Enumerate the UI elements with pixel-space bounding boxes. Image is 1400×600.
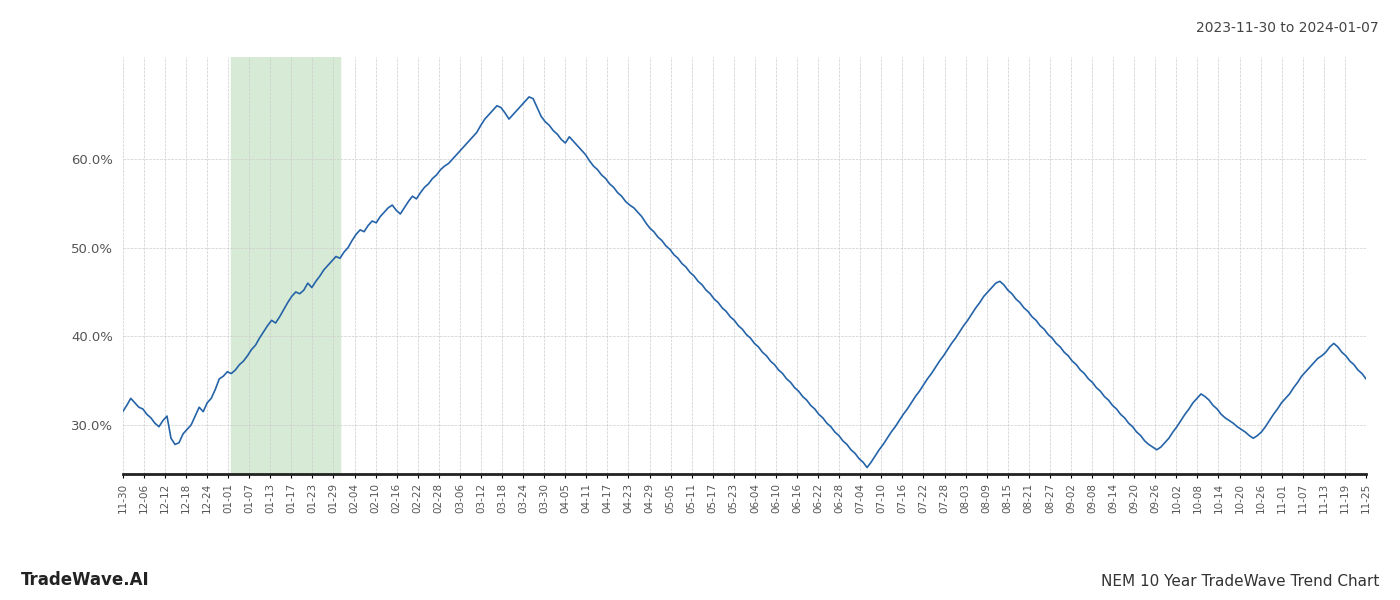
Bar [231, 57, 340, 474]
Text: 2023-11-30 to 2024-01-07: 2023-11-30 to 2024-01-07 [1197, 21, 1379, 35]
Text: TradeWave.AI: TradeWave.AI [21, 571, 150, 589]
Text: NEM 10 Year TradeWave Trend Chart: NEM 10 Year TradeWave Trend Chart [1100, 574, 1379, 589]
